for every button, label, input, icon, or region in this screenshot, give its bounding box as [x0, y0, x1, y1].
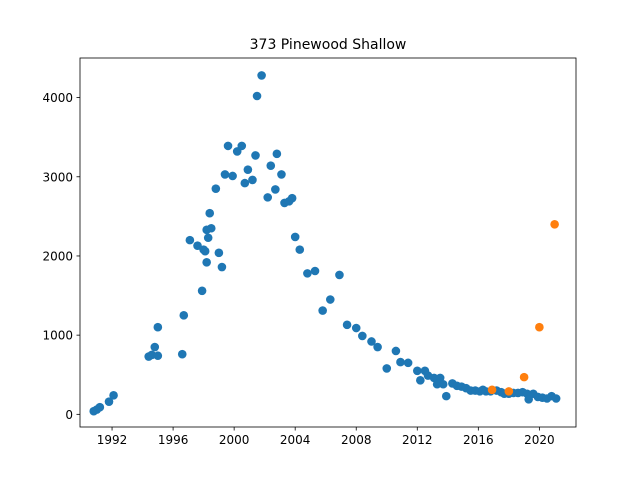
data-point [318, 306, 327, 315]
data-point [271, 185, 280, 194]
data-point [202, 257, 211, 267]
x-tick-label: 2020 [524, 433, 555, 447]
data-point [266, 161, 276, 170]
plot-frame [79, 57, 577, 428]
data-point [217, 262, 227, 272]
data-point [104, 397, 114, 406]
x-tick-label: 2004 [280, 433, 311, 447]
data-point [290, 232, 300, 242]
x-axis-ticks: 1992 1996 2000 2004 2008 2012 2016 2020 [97, 427, 555, 447]
data-point [205, 208, 215, 218]
data-point [325, 295, 335, 304]
data-point [237, 141, 247, 151]
data-point [287, 193, 297, 203]
data-point [342, 320, 352, 330]
data-point [382, 364, 392, 373]
series-2 [487, 219, 559, 396]
y-tick-label: 4000 [42, 91, 73, 105]
x-tick-label: 1996 [158, 433, 189, 447]
data-point [197, 286, 207, 296]
y-axis-ticks: 0 1000 2000 3000 4000 [42, 91, 80, 422]
data-point [487, 385, 497, 395]
data-point [358, 331, 367, 341]
data-point [109, 391, 118, 400]
data-point [179, 311, 189, 320]
y-tick-label: 0 [65, 408, 73, 422]
data-point [441, 391, 451, 401]
data-point [243, 165, 253, 174]
data-point [153, 322, 163, 332]
data-point [211, 184, 221, 193]
data-point [248, 175, 257, 185]
data-point [263, 193, 273, 202]
y-tick-label: 3000 [42, 170, 73, 184]
data-point [438, 379, 448, 389]
y-tick-label: 1000 [42, 329, 73, 343]
data-point [504, 387, 514, 396]
data-point [412, 366, 422, 376]
y-tick-label: 2000 [42, 249, 73, 263]
data-point [177, 349, 187, 359]
data-point [251, 151, 260, 160]
data-point [551, 394, 561, 403]
data-point [150, 342, 160, 352]
data-point [373, 342, 382, 352]
data-point [95, 402, 105, 412]
data-point [252, 91, 262, 101]
x-tick-label: 2016 [463, 433, 494, 447]
data-point [257, 71, 266, 80]
data-point [550, 219, 559, 229]
data-point [277, 170, 286, 179]
data-point [185, 235, 195, 245]
data-point [416, 375, 425, 385]
data-point [335, 270, 344, 280]
data-point [214, 248, 224, 258]
data-point [223, 141, 233, 151]
data-point [240, 178, 250, 188]
data-point [396, 357, 405, 367]
data-point [206, 223, 216, 233]
series-1 [89, 71, 561, 416]
x-tick-label: 1992 [97, 433, 128, 447]
data-point [351, 323, 361, 333]
chart-title: 373 Pinewood Shallow [250, 37, 407, 53]
data-point [310, 266, 320, 276]
data-point [367, 337, 376, 346]
x-tick-label: 2012 [402, 433, 433, 447]
data-point [220, 170, 230, 179]
data-point [303, 269, 312, 278]
x-tick-label: 2008 [341, 433, 372, 447]
data-point [228, 171, 237, 181]
data-points [89, 71, 561, 416]
data-point [153, 351, 163, 361]
data-point [519, 372, 529, 382]
x-tick-label: 2000 [219, 433, 250, 447]
data-point [203, 233, 213, 243]
data-point [272, 149, 282, 159]
data-point [200, 246, 210, 256]
data-point [403, 358, 413, 368]
data-point [391, 346, 401, 356]
data-point [193, 241, 202, 250]
data-point [295, 245, 305, 254]
data-point [535, 322, 544, 332]
